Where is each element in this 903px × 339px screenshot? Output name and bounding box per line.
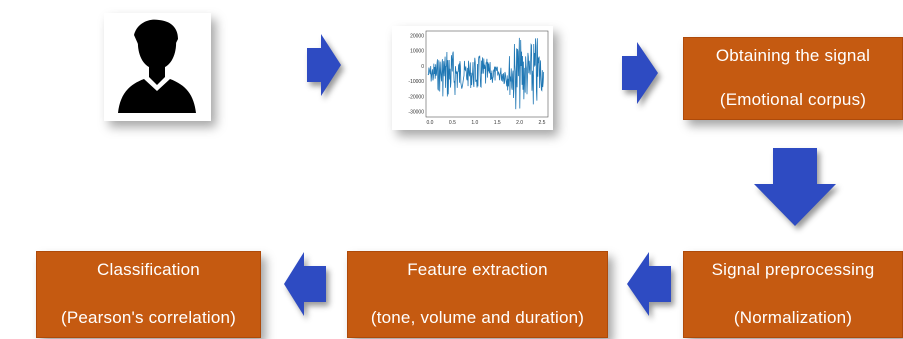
y-tick-label: -20000 bbox=[408, 94, 424, 100]
step-subtitle: (Normalization) bbox=[733, 308, 853, 327]
blue-arrow-icon bbox=[284, 252, 326, 316]
step-obtaining-signal: Obtaining the signal (Emotional corpus) bbox=[683, 37, 903, 120]
step-title: Classification bbox=[97, 260, 200, 279]
x-tick-label: 0.0 bbox=[427, 120, 434, 126]
x-tick-label: 2.0 bbox=[516, 120, 523, 126]
y-tick-label: 0 bbox=[421, 64, 424, 70]
step-title: Feature extraction bbox=[407, 260, 548, 279]
y-tick-label: 20000 bbox=[410, 34, 424, 40]
blue-arrow-icon bbox=[754, 148, 836, 226]
y-tick-label: -10000 bbox=[408, 79, 424, 85]
blue-arrow-icon bbox=[307, 34, 341, 96]
person-card bbox=[104, 13, 211, 121]
blue-arrow-icon bbox=[622, 42, 658, 104]
step-subtitle: (tone, volume and duration) bbox=[370, 308, 585, 327]
x-tick-label: 2.5 bbox=[539, 120, 546, 126]
step-subtitle: (Pearson's correlation) bbox=[60, 308, 237, 327]
step-subtitle: (Emotional corpus) bbox=[719, 90, 867, 109]
step-signal-preprocessing: Signal preprocessing (Normalization) bbox=[683, 251, 903, 338]
x-tick-label: 0.5 bbox=[449, 120, 456, 126]
step-title: Signal preprocessing bbox=[711, 260, 875, 279]
waveform-plot: 20000 10000 0 -10000 -20000 -30000 0.0 0.5 1.0 1… bbox=[408, 30, 549, 126]
waveform-card: 20000 10000 0 -10000 -20000 -30000 0.0 0.5 1.0 1… bbox=[392, 26, 553, 130]
step-feature-extraction: Feature extraction (tone, volume and dur… bbox=[347, 251, 608, 338]
step-title: Obtaining the signal bbox=[715, 46, 871, 65]
waveform-trace bbox=[427, 37, 545, 110]
step-classification: Classification (Pearson's correlation) bbox=[36, 251, 261, 338]
y-tick-label: -30000 bbox=[408, 110, 424, 116]
x-tick-label: 1.5 bbox=[494, 120, 501, 126]
user-silhouette-icon bbox=[118, 19, 196, 113]
x-tick-label: 1.0 bbox=[471, 120, 478, 126]
y-tick-label: 10000 bbox=[410, 49, 424, 55]
blue-arrow-icon bbox=[627, 252, 671, 316]
